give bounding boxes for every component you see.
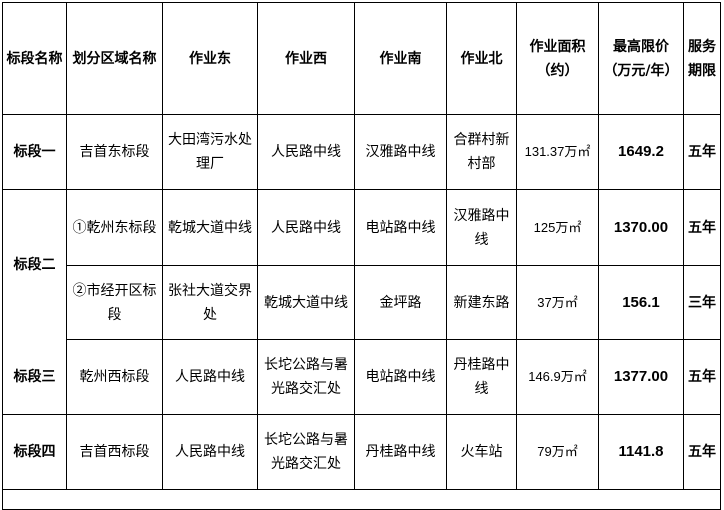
south-boundary: 电站路中线 xyxy=(354,339,447,415)
area-name: 乾州西标段 xyxy=(66,339,163,415)
max-price: 1141.8 xyxy=(598,414,684,490)
north-boundary: 新建东路 xyxy=(446,265,517,340)
work-area: 146.9万㎡ xyxy=(516,339,599,415)
service-term: 五年 xyxy=(683,114,721,190)
west-boundary: 人民路中线 xyxy=(257,114,355,190)
west-boundary: 长坨公路与暑光路交汇处 xyxy=(257,414,355,490)
work-area: 131.37万㎡ xyxy=(516,114,599,190)
service-term: 五年 xyxy=(683,414,721,490)
work-area: 79万㎡ xyxy=(516,414,599,490)
segment-name: 标段四 xyxy=(2,414,67,490)
segment-name: 标段三 xyxy=(2,339,67,415)
service-term: 五年 xyxy=(683,189,721,266)
work-area: 125万㎡ xyxy=(516,189,599,266)
north-boundary: 汉雅路中线 xyxy=(446,189,517,266)
empty-cell xyxy=(2,489,721,510)
header-area-name: 划分区域名称 xyxy=(66,2,163,115)
south-boundary: 电站路中线 xyxy=(354,189,447,266)
header-east: 作业东 xyxy=(162,2,258,115)
north-boundary: 火车站 xyxy=(446,414,517,490)
segment-name: 标段二 xyxy=(2,189,67,340)
service-term: 三年 xyxy=(683,265,721,340)
east-boundary: 人民路中线 xyxy=(162,414,258,490)
work-area: 37万㎡ xyxy=(516,265,599,340)
area-name: ①乾州东标段 xyxy=(66,189,163,266)
east-boundary: 人民路中线 xyxy=(162,339,258,415)
header-service-term: 服务期限 xyxy=(683,2,721,115)
south-boundary: 丹桂路中线 xyxy=(354,414,447,490)
service-term: 五年 xyxy=(683,339,721,415)
header-segment-name: 标段名称 xyxy=(2,2,67,115)
table-row: 标段一 吉首东标段 大田湾污水处理厂 人民路中线 汉雅路中线 合群村新村部 13… xyxy=(2,114,721,190)
segment-name: 标段一 xyxy=(2,114,67,190)
west-boundary: 长坨公路与暑光路交汇处 xyxy=(257,339,355,415)
west-boundary: 乾城大道中线 xyxy=(257,265,355,340)
header-north: 作业北 xyxy=(446,2,517,115)
header-south: 作业南 xyxy=(354,2,447,115)
header-west: 作业西 xyxy=(257,2,355,115)
max-price: 1370.00 xyxy=(598,189,684,266)
max-price: 156.1 xyxy=(598,265,684,340)
table-row: 标段三 乾州西标段 人民路中线 长坨公路与暑光路交汇处 电站路中线 丹桂路中线 … xyxy=(2,339,721,415)
area-name: ②市经开区标段 xyxy=(66,265,163,340)
table-row: 标段四 吉首西标段 人民路中线 长坨公路与暑光路交汇处 丹桂路中线 火车站 79… xyxy=(2,414,721,490)
header-max-price: 最高限价（万元/年） xyxy=(598,2,684,115)
south-boundary: 金坪路 xyxy=(354,265,447,340)
east-boundary: 乾城大道中线 xyxy=(162,189,258,266)
area-name: 吉首东标段 xyxy=(66,114,163,190)
max-price: 1649.2 xyxy=(598,114,684,190)
max-price: 1377.00 xyxy=(598,339,684,415)
west-boundary: 人民路中线 xyxy=(257,189,355,266)
south-boundary: 汉雅路中线 xyxy=(354,114,447,190)
north-boundary: 合群村新村部 xyxy=(446,114,517,190)
table-row: 标段二 ①乾州东标段 乾城大道中线 人民路中线 电站路中线 汉雅路中线 125万… xyxy=(2,189,721,340)
east-boundary: 张社大道交界处 xyxy=(162,265,258,340)
area-name: 吉首西标段 xyxy=(66,414,163,490)
north-boundary: 丹桂路中线 xyxy=(446,339,517,415)
header-row: 标段名称 划分区域名称 作业东 作业西 作业南 作业北 作业面积（约） 最高限价… xyxy=(2,2,721,115)
table-row-partial xyxy=(2,489,721,510)
east-boundary: 大田湾污水处理厂 xyxy=(162,114,258,190)
header-work-area: 作业面积（约） xyxy=(516,2,599,115)
table-row: ②市经开区标段 张社大道交界处 乾城大道中线 金坪路 新建东路 37万㎡ 156… xyxy=(3,265,721,340)
